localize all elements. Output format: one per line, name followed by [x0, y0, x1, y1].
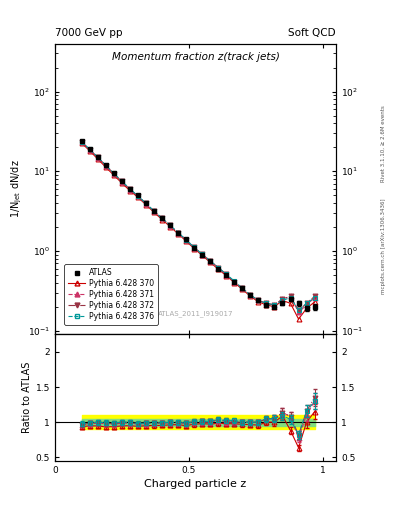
Y-axis label: Ratio to ATLAS: Ratio to ATLAS — [22, 362, 31, 433]
Text: Momentum fraction z(track jets): Momentum fraction z(track jets) — [112, 52, 279, 62]
X-axis label: Charged particle z: Charged particle z — [144, 479, 247, 489]
Text: mcplots.cern.ch [arXiv:1306.3436]: mcplots.cern.ch [arXiv:1306.3436] — [381, 198, 386, 293]
Text: Rivet 3.1.10, ≥ 2.6M events: Rivet 3.1.10, ≥ 2.6M events — [381, 105, 386, 182]
Text: ATLAS_2011_I919017: ATLAS_2011_I919017 — [158, 310, 233, 317]
Y-axis label: 1/N$_{\rm jet}$ dN/dz: 1/N$_{\rm jet}$ dN/dz — [9, 160, 24, 218]
Legend: ATLAS, Pythia 6.428 370, Pythia 6.428 371, Pythia 6.428 372, Pythia 6.428 376: ATLAS, Pythia 6.428 370, Pythia 6.428 37… — [64, 264, 158, 325]
Text: Soft QCD: Soft QCD — [288, 28, 336, 38]
Text: 7000 GeV pp: 7000 GeV pp — [55, 28, 123, 38]
